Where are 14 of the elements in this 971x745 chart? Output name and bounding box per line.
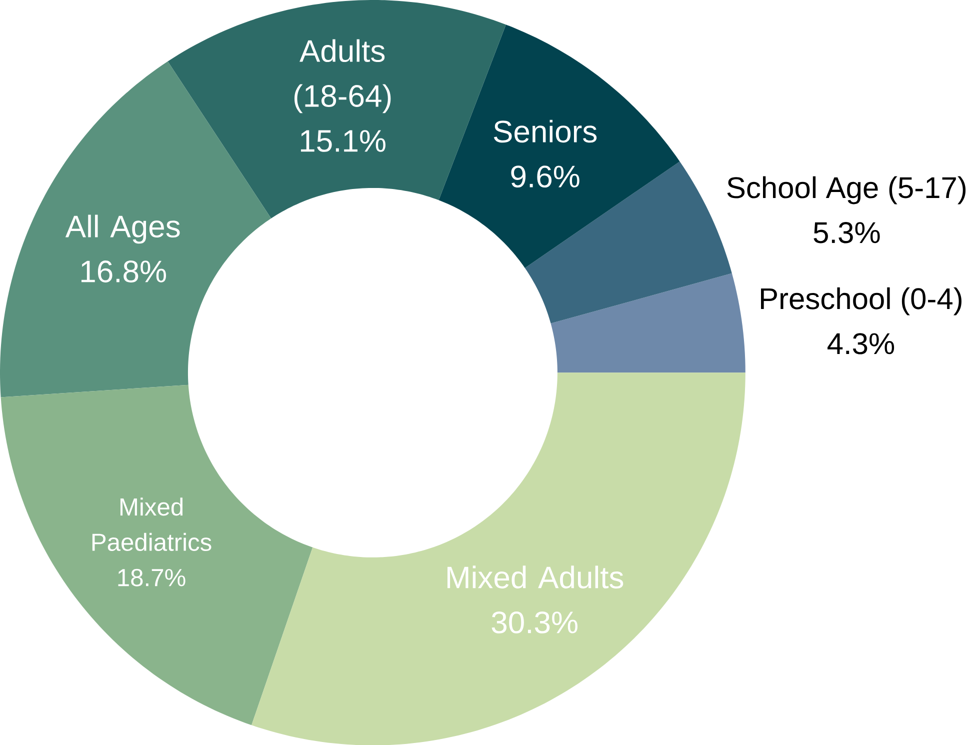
slice-label: Preschool (0-4) bbox=[761, 287, 962, 316]
data-label: 16.8% bbox=[81, 260, 166, 282]
slice-label: School Age (5-17) bbox=[727, 176, 966, 204]
slice-label: Seniors bbox=[494, 120, 597, 142]
data-label: 4.3% bbox=[828, 332, 894, 354]
data-label: 5.3% bbox=[814, 222, 880, 244]
data-label: 18.7% bbox=[118, 568, 186, 586]
data-label: 9.6% bbox=[511, 165, 580, 188]
slice-label: Mixed Adults bbox=[447, 565, 624, 588]
slice-label: All Ages bbox=[65, 214, 180, 244]
slice-label: Mixed Paediatrics bbox=[92, 497, 212, 551]
data-label: 15.1% bbox=[300, 130, 386, 152]
data-label: 30.3% bbox=[492, 611, 578, 634]
slice-label: Adults (18-64) bbox=[294, 39, 391, 113]
